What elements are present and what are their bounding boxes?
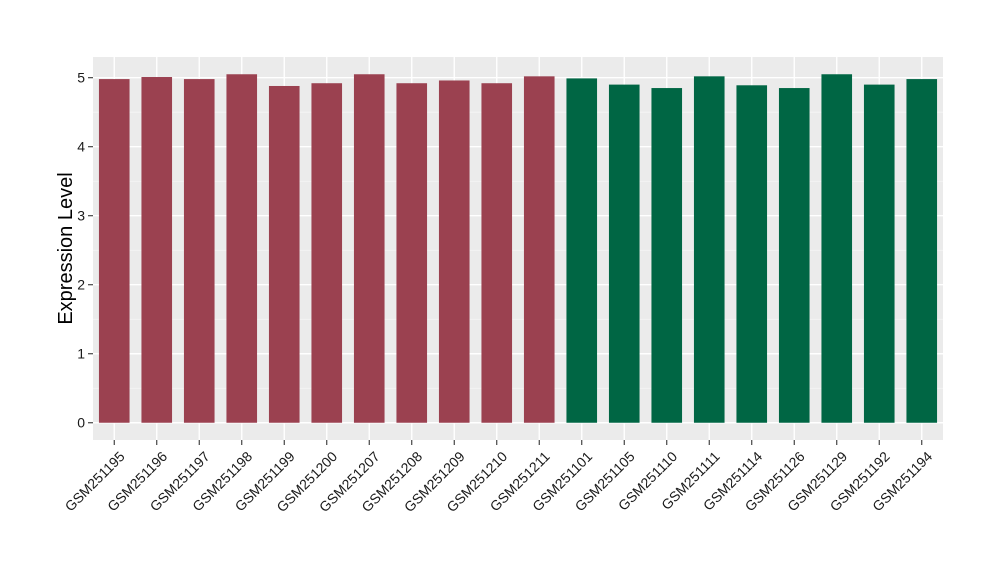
bar-gsm251207 <box>353 74 385 423</box>
bar-gsm251197 <box>183 79 215 423</box>
y-tick-label: 3 <box>77 208 85 224</box>
bar-gsm251200 <box>311 83 343 423</box>
bar-gsm251114 <box>736 85 768 423</box>
bar-gsm251110 <box>651 88 683 423</box>
y-tick-label: 5 <box>77 70 85 86</box>
y-axis: 0 1 2 3 4 5 <box>77 70 93 431</box>
bar-gsm251210 <box>481 83 513 423</box>
y-tick-label: 1 <box>77 346 85 362</box>
bar-gsm251101 <box>566 78 598 423</box>
bar-gsm251129 <box>821 74 853 423</box>
y-tick-label: 2 <box>77 277 85 293</box>
bar-gsm251195 <box>98 79 130 423</box>
bar-gsm251194 <box>906 79 938 423</box>
bar-gsm251199 <box>268 85 300 423</box>
x-axis: GSM251195GSM251196GSM251197GSM251198GSM2… <box>62 440 935 515</box>
bar-gsm251208 <box>396 83 428 423</box>
bar-gsm251192 <box>863 84 895 423</box>
bar-gsm251105 <box>608 84 640 423</box>
y-tick-label: 0 <box>77 415 85 431</box>
bar-gsm251198 <box>226 74 258 423</box>
bars <box>98 74 938 423</box>
plot-panel <box>93 57 943 440</box>
bar-gsm251126 <box>778 88 810 423</box>
bar-gsm251111 <box>693 76 725 423</box>
bar-gsm251209 <box>438 80 470 423</box>
y-tick-label: 4 <box>77 139 85 155</box>
bar-gsm251196 <box>141 77 173 423</box>
bar-gsm251211 <box>523 76 555 423</box>
y-axis-title: Expression Level <box>55 172 77 324</box>
